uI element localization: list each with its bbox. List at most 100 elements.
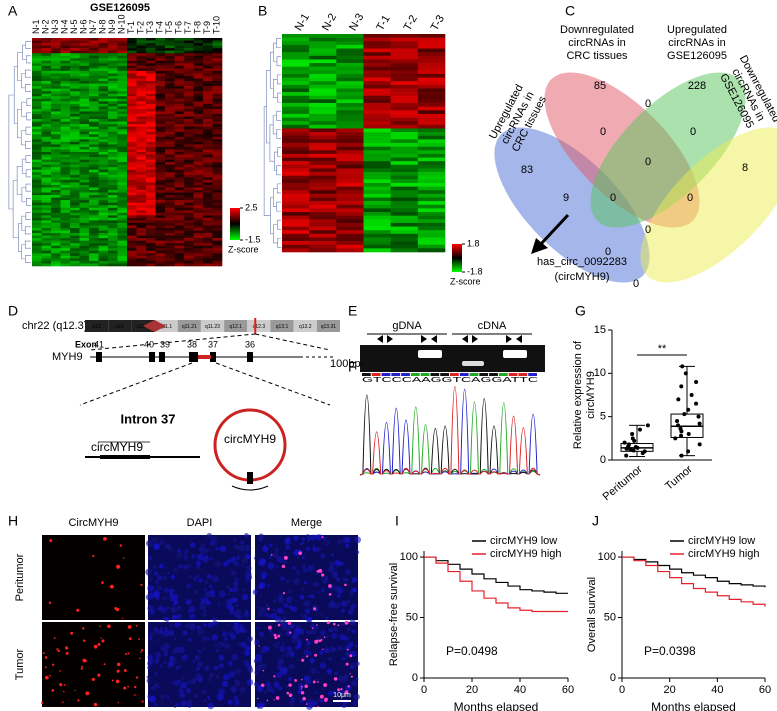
heat-cell bbox=[98, 106, 109, 110]
heat-cell bbox=[60, 260, 71, 264]
heat-cell bbox=[32, 70, 42, 74]
dendro-branch bbox=[25, 155, 31, 163]
heat-cell bbox=[417, 222, 446, 227]
heat-cell bbox=[212, 111, 223, 115]
heat-cell bbox=[32, 58, 42, 62]
heat-cell bbox=[184, 182, 194, 186]
signal bbox=[128, 637, 132, 640]
heat-cell bbox=[136, 162, 147, 165]
heat-cell bbox=[146, 136, 156, 140]
heat-cell bbox=[98, 139, 109, 143]
signal bbox=[62, 701, 64, 704]
heat-cell bbox=[127, 174, 137, 178]
nucleus bbox=[290, 696, 295, 701]
heat-cell bbox=[309, 92, 337, 97]
heat-cell bbox=[70, 131, 80, 135]
heat-cell bbox=[336, 106, 364, 111]
heat-cell bbox=[70, 260, 80, 264]
band-label: q13.31 bbox=[321, 324, 337, 330]
column-label: N-6 bbox=[79, 19, 89, 34]
base-block bbox=[459, 373, 469, 376]
heat-cell bbox=[282, 164, 310, 169]
heat-cell bbox=[165, 202, 175, 206]
heat-cell bbox=[417, 88, 446, 93]
heat-cell bbox=[89, 157, 99, 160]
heat-cell bbox=[117, 126, 128, 130]
nucleus bbox=[218, 654, 225, 661]
heat-cell bbox=[79, 114, 90, 117]
signal bbox=[127, 652, 130, 655]
heat-cell bbox=[155, 45, 166, 49]
dendro-branch bbox=[277, 219, 281, 230]
signal bbox=[267, 625, 272, 630]
heat-cell bbox=[146, 182, 156, 186]
heat-cell bbox=[98, 177, 109, 181]
nucleus bbox=[327, 565, 335, 573]
heat-cell bbox=[363, 161, 391, 166]
heat-cell bbox=[174, 136, 185, 140]
nucleus bbox=[178, 688, 184, 694]
heat-cell bbox=[282, 193, 310, 198]
heat-cell bbox=[174, 243, 185, 247]
heat-cell bbox=[60, 152, 71, 155]
heat-cell bbox=[165, 184, 175, 188]
heat-cell bbox=[390, 233, 419, 238]
heat-cell bbox=[212, 250, 223, 254]
heat-cell bbox=[98, 154, 109, 158]
heat-cell bbox=[155, 164, 166, 168]
point bbox=[624, 453, 629, 458]
heat-cell bbox=[70, 73, 80, 77]
heat-cell bbox=[127, 253, 137, 257]
heat-cell bbox=[136, 88, 147, 92]
nucleus bbox=[336, 593, 341, 599]
heat-cell bbox=[127, 116, 137, 120]
nucleus bbox=[283, 602, 289, 608]
signal bbox=[298, 551, 302, 556]
heat-cell bbox=[98, 53, 109, 57]
heat-cell bbox=[417, 121, 446, 126]
heat-cell bbox=[136, 43, 147, 46]
signal bbox=[74, 689, 76, 692]
heat-cell bbox=[203, 245, 213, 249]
heat-cell bbox=[32, 152, 42, 155]
heat-cell bbox=[32, 184, 42, 188]
y-axis-label: Overall survival bbox=[586, 577, 598, 652]
heat-cell bbox=[203, 60, 213, 64]
heat-cell bbox=[336, 179, 364, 184]
heat-cell bbox=[108, 248, 118, 252]
heat-cell bbox=[136, 253, 147, 257]
nucleus bbox=[172, 646, 180, 654]
nucleus bbox=[191, 554, 196, 559]
heat-cell bbox=[32, 50, 42, 54]
heat-cell bbox=[203, 116, 213, 120]
nucleus bbox=[306, 703, 313, 710]
heat-cell bbox=[127, 40, 137, 44]
heat-cell bbox=[89, 210, 99, 214]
nucleus bbox=[265, 604, 269, 607]
heat-cell bbox=[117, 195, 128, 198]
signal bbox=[40, 701, 44, 704]
heat-cell bbox=[51, 220, 61, 224]
column-title: DAPI bbox=[187, 517, 213, 529]
heat-cell bbox=[146, 187, 156, 191]
heat-cell bbox=[155, 195, 166, 198]
heat-cell bbox=[165, 220, 175, 224]
heat-cell bbox=[309, 66, 337, 71]
heat-cell bbox=[417, 186, 446, 191]
heat-cell bbox=[60, 68, 71, 72]
heat-cell bbox=[336, 92, 364, 97]
heat-cell bbox=[212, 164, 223, 168]
heat-cell bbox=[155, 169, 166, 173]
row-title: Peritumor bbox=[14, 553, 26, 601]
heat-cell bbox=[417, 41, 446, 46]
nucleus bbox=[289, 623, 295, 629]
heat-cell bbox=[203, 197, 213, 201]
heat-cell bbox=[146, 240, 156, 244]
heat-cell bbox=[417, 197, 446, 202]
heat-cell bbox=[51, 174, 61, 178]
heat-cell bbox=[70, 126, 80, 130]
heat-cell bbox=[155, 220, 166, 224]
heat-cell bbox=[155, 38, 166, 41]
heat-cell bbox=[51, 250, 61, 254]
heat-cell bbox=[70, 83, 80, 87]
